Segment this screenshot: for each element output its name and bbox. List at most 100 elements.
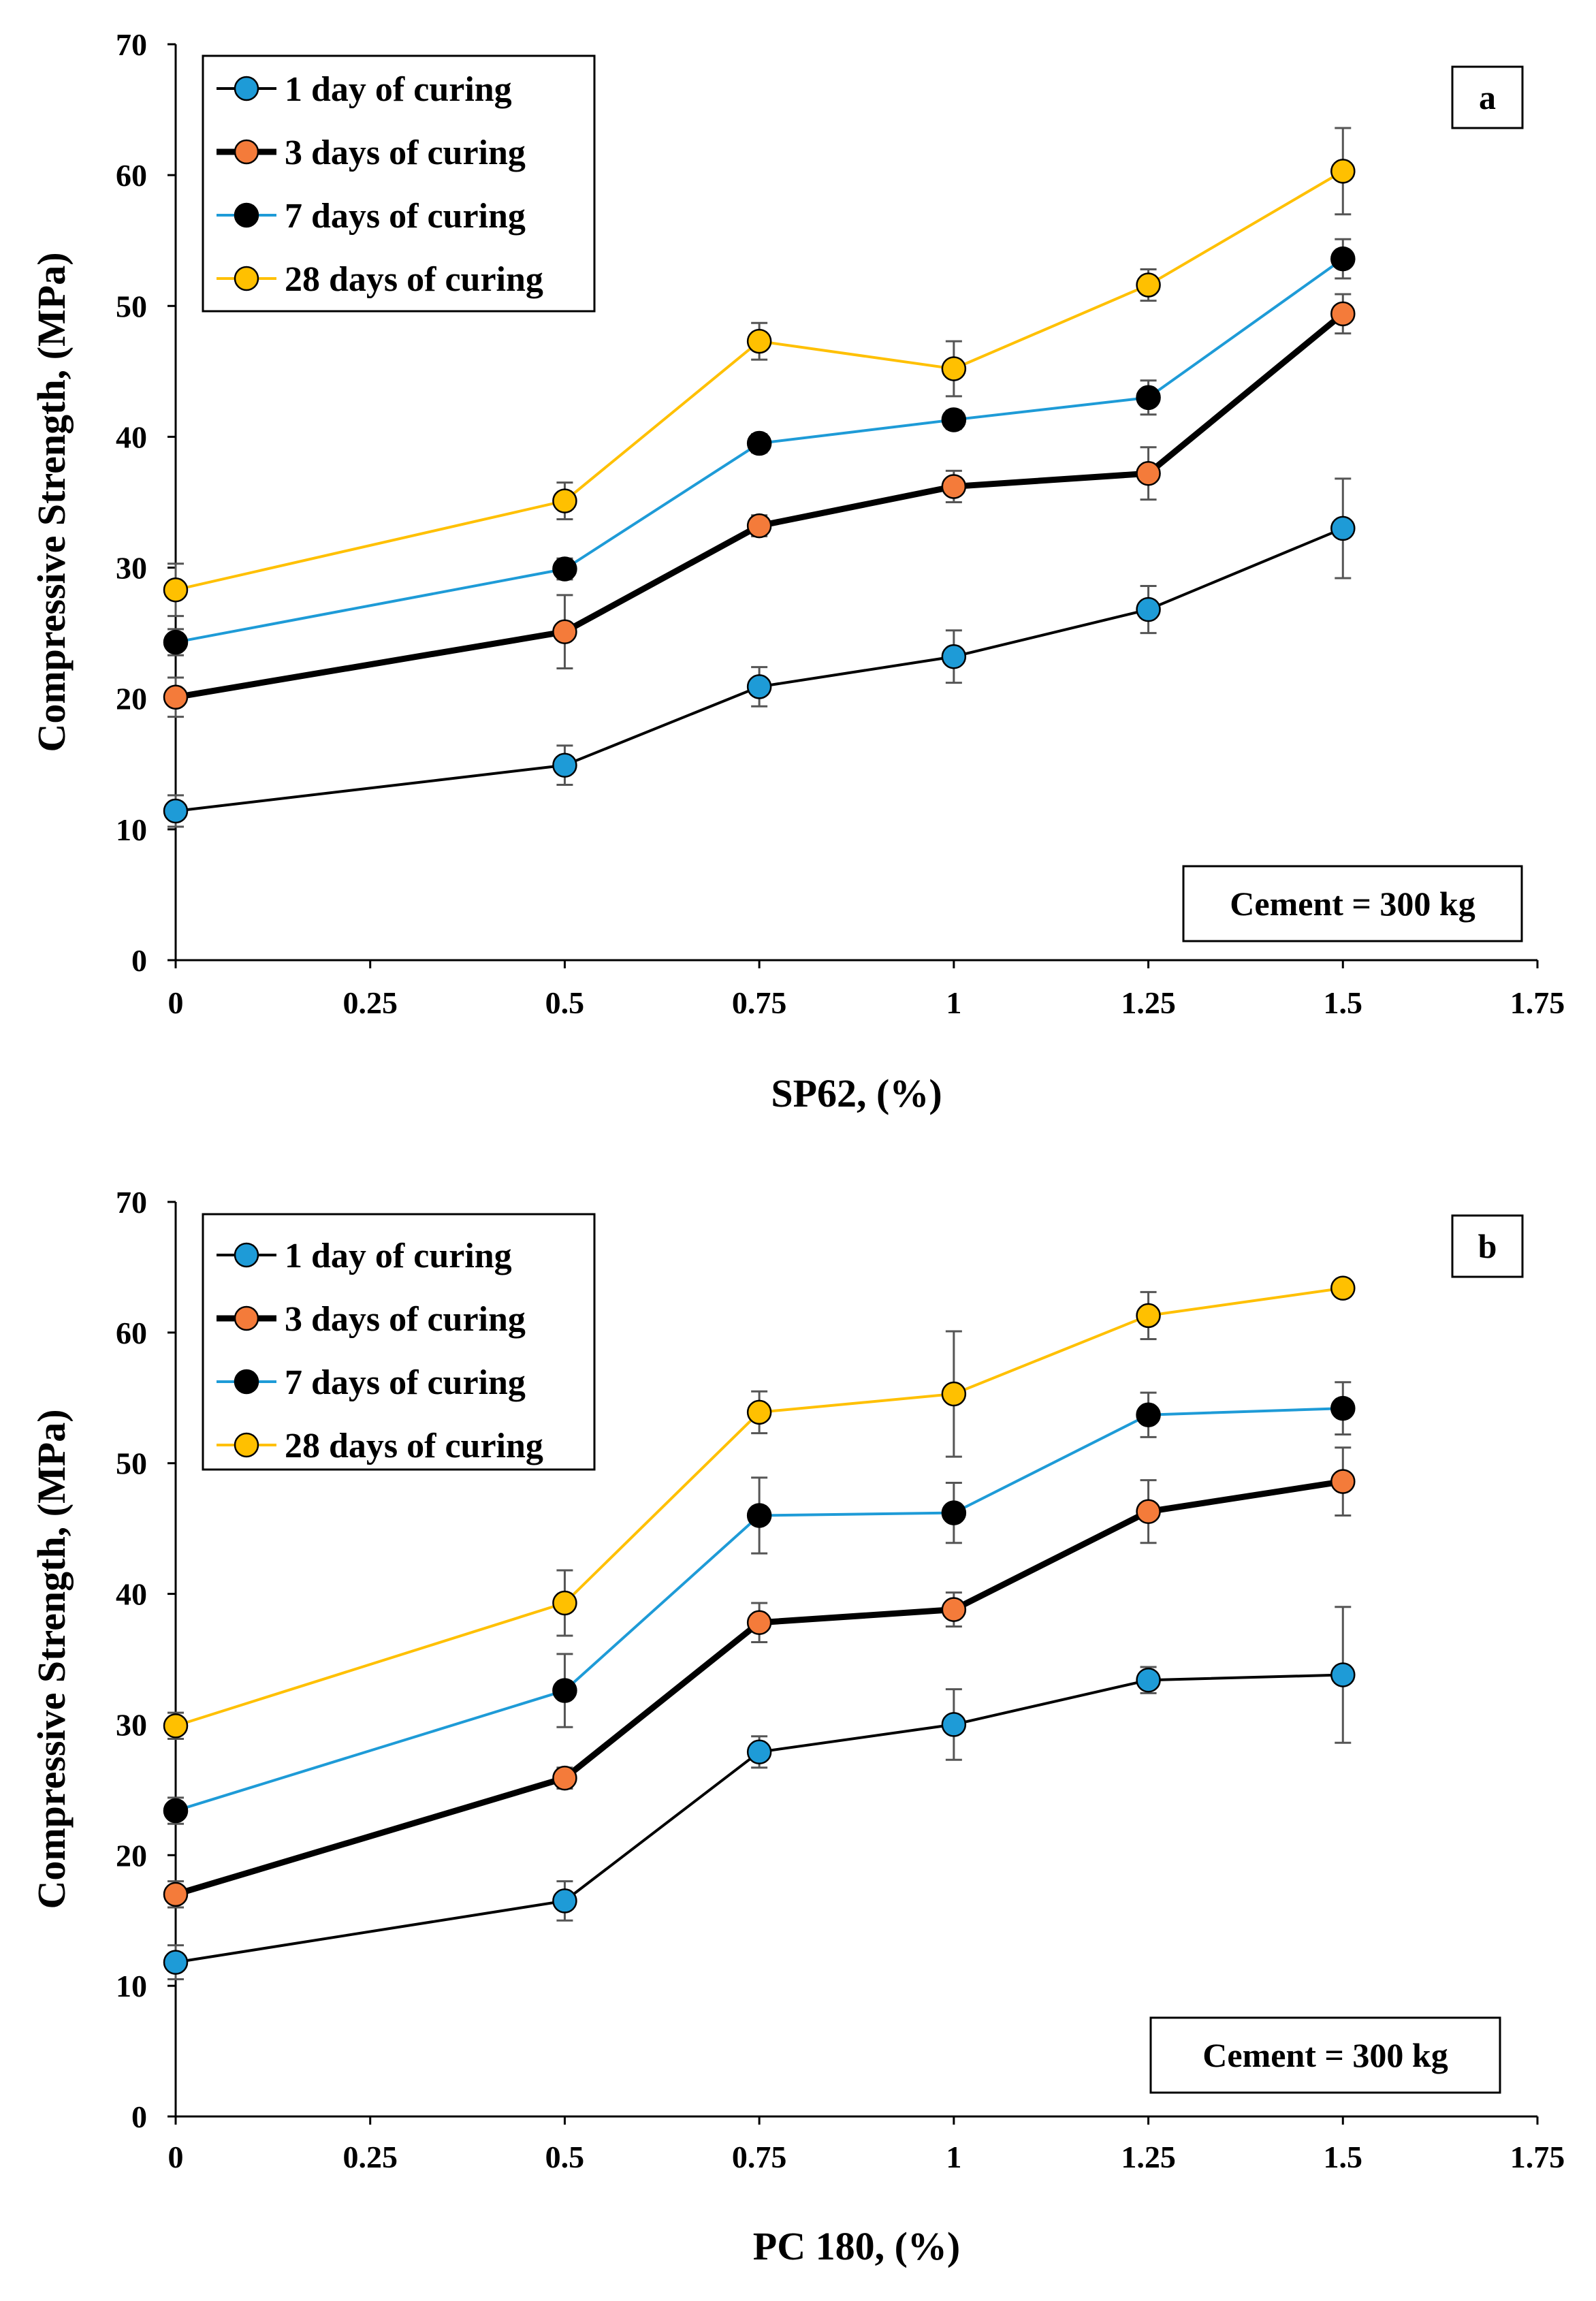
data-point [1136, 597, 1161, 622]
x-tick-label: 1 [946, 985, 961, 1020]
legend-entry-label: 28 days of curing [285, 260, 543, 299]
data-point [1136, 272, 1161, 298]
series-2 [163, 293, 1356, 718]
x-axis-label: PC 180, (%) [753, 2224, 960, 2268]
legend-swatch-marker [234, 1242, 259, 1268]
x-tick-label: 1.25 [1121, 985, 1176, 1020]
y-tick-label: 30 [116, 551, 147, 586]
data-point [941, 356, 967, 381]
y-tick-label: 0 [131, 943, 147, 978]
series-line [174, 1478, 1343, 1898]
annotation-text: Cement = 300 kg [1202, 2036, 1448, 2074]
series-1 [163, 1606, 1356, 1981]
legend-swatch-marker [234, 139, 259, 165]
y-axis-label: Compressive Strength, (MPa) [29, 1409, 74, 1909]
data-point [1136, 1499, 1161, 1524]
chart-b: 0 10 20 30 40 50 60 70 0 0.25 0.5 0.75 1 1.25 1.5 1.75 P… [29, 1185, 1565, 2268]
legend-entry-label: 3 days of curing [285, 1300, 526, 1339]
y-tick-label: 10 [116, 1969, 147, 2003]
y-tick-label: 70 [116, 27, 147, 62]
panel-label-box [1451, 1214, 1524, 1278]
data-point [941, 1500, 967, 1525]
series-line [175, 257, 1344, 644]
x-tick-label: 1.75 [1510, 985, 1565, 1020]
x-tick-label: 1.5 [1324, 2140, 1363, 2174]
y-tick-label: 70 [116, 1185, 147, 1220]
panel-label: a [1479, 78, 1496, 116]
data-point [746, 1399, 772, 1425]
y-tick-label: 60 [116, 1316, 147, 1350]
y-tick-label: 50 [116, 289, 147, 323]
data-point [552, 1590, 577, 1616]
data-point [552, 1765, 577, 1791]
y-tick-label: 60 [116, 158, 147, 193]
legend-entry-label: 3 days of curing [285, 133, 526, 172]
x-tick-label: 0.25 [342, 2140, 398, 2174]
data-point [163, 798, 189, 824]
series-2 [163, 1446, 1356, 1909]
data-point [941, 1381, 967, 1407]
annotation-box [1149, 2016, 1501, 2094]
data-point [1330, 1662, 1356, 1687]
legend-swatch-marker [234, 202, 259, 228]
legend-swatch-marker [234, 266, 259, 291]
data-point [746, 1610, 772, 1636]
legend-entry-label: 7 days of curing [285, 197, 526, 236]
series-line [175, 170, 1344, 592]
data-point [552, 1678, 577, 1703]
data-point [746, 430, 772, 456]
data-point [746, 1739, 772, 1764]
x-tick-label: 0.5 [545, 2140, 585, 2174]
y-tick-label: 10 [116, 812, 147, 847]
data-point [746, 328, 772, 354]
data-point [746, 674, 772, 699]
data-point [163, 1950, 189, 1975]
series-3 [163, 1381, 1356, 1825]
legend-box [202, 1213, 596, 1471]
data-point [1136, 460, 1161, 486]
y-tick-label: 30 [116, 1707, 147, 1742]
series-line [175, 311, 1345, 701]
x-tick-label: 0.25 [342, 985, 398, 1020]
data-point [552, 619, 577, 644]
data-point [941, 1712, 967, 1737]
x-tick-label: 1.75 [1510, 2140, 1565, 2174]
legend: 1 day of curing 3 days of curing 7 days of… [202, 54, 596, 313]
chart-a: 0 10 20 30 40 50 60 70 0 0.25 0.5 0.75 1 1.25 1.5 1.75 S… [29, 27, 1565, 1115]
data-point [163, 577, 189, 603]
series-line [175, 527, 1344, 812]
y-axis-label: Compressive Strength, (MPa) [29, 252, 74, 752]
data-point [1136, 1303, 1161, 1329]
x-tick-label: 0.5 [545, 985, 585, 1020]
series-line [175, 1407, 1343, 1812]
legend-swatch-marker [234, 1432, 259, 1458]
y-tick-label: 20 [116, 1838, 147, 1873]
data-point [163, 684, 189, 710]
data-point [552, 556, 577, 582]
data-point [1330, 1275, 1356, 1301]
data-point [1136, 385, 1161, 411]
data-point [163, 1882, 189, 1907]
legend-swatch-marker [234, 1369, 259, 1395]
series-line [175, 1286, 1343, 1728]
data-point [1330, 1395, 1356, 1421]
y-tick-label: 20 [116, 682, 147, 716]
legend-entry-label: 7 days of curing [285, 1363, 526, 1402]
x-tick-label: 0 [168, 985, 184, 1020]
legend-box [202, 54, 596, 313]
data-point [746, 513, 772, 539]
x-axis-label: SP62, (%) [771, 1071, 942, 1115]
series-3 [163, 238, 1356, 656]
data-point [1330, 515, 1356, 541]
data-point [163, 1713, 189, 1739]
data-point [1330, 159, 1356, 184]
x-tick-label: 1 [946, 2140, 961, 2174]
data-point [1136, 1667, 1161, 1693]
data-point [1330, 301, 1356, 327]
annotation-text: Cement = 300 kg [1230, 885, 1475, 923]
legend-entry-label: 1 day of curing [285, 1237, 512, 1275]
data-point [1330, 1469, 1356, 1494]
series-1 [163, 477, 1356, 828]
series-line [175, 1673, 1343, 1964]
